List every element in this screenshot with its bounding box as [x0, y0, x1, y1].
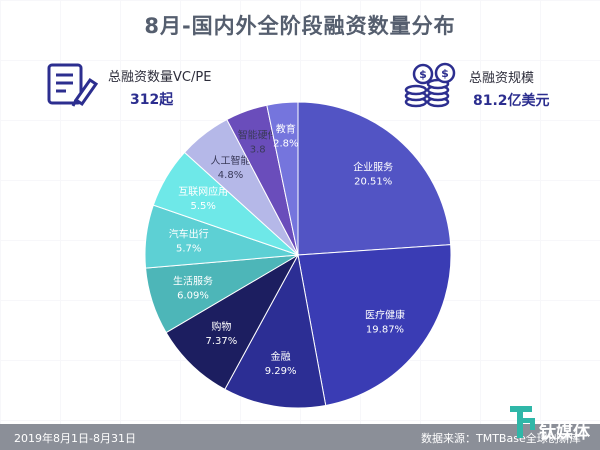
slice-name-label: 购物 [211, 320, 231, 333]
svg-text:$: $ [419, 68, 427, 81]
pie-slice-1 [297, 244, 452, 407]
document-pen-icon [46, 62, 100, 112]
slice-name-label: 企业服务 [353, 161, 393, 174]
slice-name-label: 互联网应用 [178, 185, 228, 198]
total-amount-value: 81.2亿美元 [473, 92, 550, 109]
slice-name-label: 生活服务 [173, 275, 213, 288]
logo-text: 钛媒体 [539, 422, 591, 443]
total-amount-label: 总融资规模 [469, 70, 535, 86]
data-source: 数据来源：TMTBase全球创新库 [421, 432, 581, 445]
slice-value-label: 9.29% [265, 366, 297, 377]
slice-value-label: 19.87% [366, 325, 404, 336]
slice-name-label: 汽车出行 [169, 228, 209, 241]
slice-name-label: 智能硬件 [238, 129, 278, 142]
slice-value-label: 5.5% [190, 201, 215, 212]
slice-value-label: 3.8 [250, 145, 266, 156]
slice-value-label: 6.09% [177, 291, 209, 302]
pie-slice-9 [266, 101, 299, 256]
date-range: 2019年8月1日-8月31日 [14, 432, 136, 445]
tmtpost-logo: 钛媒体 [508, 404, 596, 444]
slice-value-label: 7.37% [206, 336, 238, 347]
pie-slice-0 [297, 101, 452, 256]
slice-value-label: 2.8% [273, 138, 298, 149]
coin-stack-icon: $ $ [403, 62, 461, 114]
footer-bar: 2019年8月1日-8月31日 数据来源：TMTBase全球创新库 [0, 424, 600, 450]
pie-slice-2 [224, 253, 327, 409]
svg-text:$: $ [441, 67, 449, 80]
total-count-value: 312起 [130, 91, 174, 108]
slice-name-label: 金融 [271, 350, 291, 363]
slice-value-label: 5.7% [176, 244, 201, 255]
chart-title: 8月-国内外全阶段融资数量分布 [144, 14, 456, 38]
total-count-label: 总融资数量VC/PE [108, 69, 212, 85]
pie-slice-3 [165, 253, 300, 391]
total-amount-stat: $ $ 总融资规模 81.2亿美元 [403, 62, 550, 114]
slice-value-label: 20.51% [354, 177, 392, 188]
slice-name-label: 教育 [276, 122, 296, 135]
slice-value-label: 4.8% [218, 170, 243, 181]
slice-name-label: 医疗健康 [365, 309, 405, 322]
slice-name-label: 人工智能 [211, 154, 251, 167]
total-count-stat: 总融资数量VC/PE 312起 [46, 62, 211, 112]
